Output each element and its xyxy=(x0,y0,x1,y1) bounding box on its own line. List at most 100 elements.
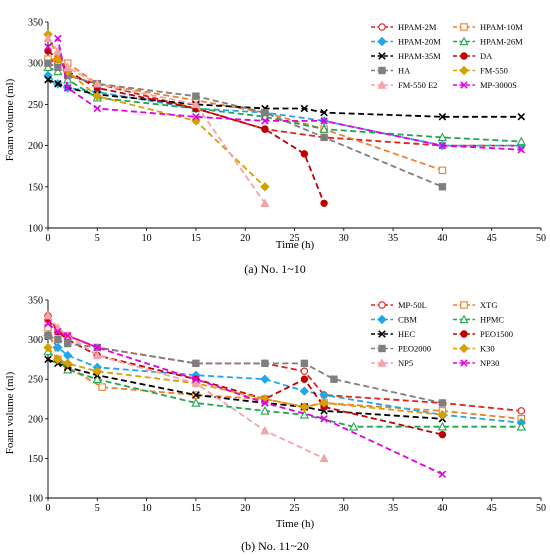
panel-b-point-np30 xyxy=(192,375,200,383)
panel-b-y-tick-label: 300 xyxy=(28,335,43,346)
panel-a-line-hpam-26m xyxy=(47,66,522,143)
panel-a-legend-marker xyxy=(377,80,387,89)
panel-b-legend-marker xyxy=(460,359,468,367)
panel-b-x-tick-label: 40 xyxy=(437,503,447,514)
panel-a-point-ha xyxy=(192,92,200,100)
panel-a-legend-marker xyxy=(459,65,469,76)
panel-b-legend-item-k30: K30 xyxy=(453,344,495,354)
panel-b-legend-marker xyxy=(378,344,386,353)
panel-a-point-hpam-35m xyxy=(300,104,309,113)
panel-a-x-tick-label: 25 xyxy=(290,233,300,244)
panel-b-point-mp-50l xyxy=(517,407,526,415)
panel-b-ylabel: Foam volume (ml) xyxy=(4,371,16,454)
panel-a-point-hpam-35m xyxy=(54,80,62,88)
panel-a-series-hpam-2m xyxy=(44,55,526,150)
panel-a-line-hpam-2m xyxy=(47,58,522,147)
panel-a-point-mp-3000s xyxy=(261,117,269,125)
panel-a-point-hpam-35m xyxy=(438,112,447,121)
panel-a: 0 5 10 15 20 25 30 35 40 45 50 100 150 200 250 300 350 HP… xyxy=(4,18,546,277)
panel-b: 0 5 10 15 20 25 30 35 40 45 50 100 150 200 250 300 350 MP… xyxy=(4,296,546,554)
panel-b-point-np30 xyxy=(44,319,52,328)
panel-a-legend-label: HPAM-2M xyxy=(398,22,437,32)
panel-b-x-tick-label: 30 xyxy=(339,503,349,514)
panel-b-legend-label: HEC xyxy=(398,329,415,339)
panel-b-legend-item-np30: NP30 xyxy=(453,358,499,368)
panel-a-x-tick-label: 0 xyxy=(46,233,51,244)
panel-a-x-tick-label: 45 xyxy=(487,233,497,244)
panel-b-legend-item-mp-50l: MP-50L xyxy=(371,300,427,310)
panel-a-legend-marker xyxy=(459,36,469,46)
panel-a-point-ha xyxy=(44,59,52,67)
panel-b-point-np30 xyxy=(438,470,447,479)
panel-b-point-hpmc xyxy=(260,406,270,415)
panel-a-point-mp-3000s xyxy=(93,104,102,113)
panel-b-point-np5 xyxy=(260,425,270,435)
panel-a-series-hpam-35m xyxy=(44,75,526,121)
panel-b-legend-marker xyxy=(377,358,387,367)
panel-a-legend-label: HPAM-20M xyxy=(398,37,441,47)
panel-b-x-tick-label: 25 xyxy=(290,503,300,514)
panel-a-line-hpam-10m xyxy=(48,58,443,172)
panel-b-point-xtg xyxy=(98,383,106,391)
panel-a-caption: (a) No. 1~10 xyxy=(244,262,305,276)
panel-b-line-cbm xyxy=(47,335,522,424)
panel-a-point-hpam-35m xyxy=(44,75,52,84)
panel-a-plot: 0 5 10 15 20 25 30 35 40 45 50 100 150 200 250 300 350 HP… xyxy=(28,18,546,245)
panel-a-point-hpam-26m xyxy=(63,74,73,84)
panel-a-y-tick-label: 250 xyxy=(28,100,43,111)
panel-b-line-np5 xyxy=(47,315,325,460)
panel-b-point-np30 xyxy=(54,327,62,336)
panel-b-series-peo2000 xyxy=(44,331,447,407)
panel-a-point-fm-550-e2 xyxy=(63,62,73,72)
panel-b-point-peo2000 xyxy=(261,359,269,368)
panel-a-legend-item-hpam-2m: HPAM-2M xyxy=(371,22,437,32)
panel-b-x-tick-label: 20 xyxy=(240,503,250,514)
panel-a-legend-marker xyxy=(378,23,386,31)
panel-a-point-mp-3000s xyxy=(54,34,62,43)
panel-a-series-ha xyxy=(44,59,447,191)
panel-b-series-np30 xyxy=(44,319,447,479)
panel-a-legend-marker xyxy=(377,36,387,47)
panel-b-point-np5 xyxy=(43,311,53,320)
panel-a-x-tick-label: 5 xyxy=(95,233,100,244)
panel-a-point-da xyxy=(300,150,309,158)
panel-a-y-tick-label: 100 xyxy=(28,224,43,235)
panel-b-y-tick-label: 250 xyxy=(28,375,43,386)
panel-b-point-hpmc xyxy=(299,409,309,419)
panel-a-x-tick-label: 50 xyxy=(536,233,546,244)
panel-a-legend-label: MP-3000S xyxy=(480,80,517,90)
panel-b-x-tick-label: 5 xyxy=(95,503,100,514)
panel-a-point-da xyxy=(320,199,328,207)
panel-b-xlabel: Time (h) xyxy=(276,518,315,530)
panel-b-x-tick-label: 0 xyxy=(46,503,51,514)
panel-a-legend-marker xyxy=(378,52,386,60)
panel-a-point-fm-550-e2 xyxy=(191,99,201,109)
panel-a-point-fm-550 xyxy=(260,182,270,192)
panel-b-legend-item-hpmc: HPMC xyxy=(453,315,504,325)
panel-a-ylabel: Foam volume (ml) xyxy=(4,78,16,161)
panel-a-line-mp-3000s xyxy=(47,36,522,151)
panel-a-legend-item-ha: HA xyxy=(371,66,411,76)
panel-b-point-peo2000 xyxy=(64,339,72,348)
panel-a-point-fm-550 xyxy=(92,91,103,101)
panel-a-y-tick-label: 300 xyxy=(28,59,43,70)
panel-b-legend-item-xtg: XTG xyxy=(453,300,497,310)
panel-b-legend: MP-50L XTG CBM HPMC HEC PEO1500 PEO2000 K30 NP5 N… xyxy=(371,300,513,368)
panel-a-legend-item-hpam-26m: HPAM-26M xyxy=(453,37,523,47)
panel-a-y-tick-label: 350 xyxy=(28,18,43,29)
panel-a-x-tick-label: 30 xyxy=(339,233,349,244)
panel-a-series-da xyxy=(44,47,328,207)
panel-a-point-ha xyxy=(438,183,447,191)
panel-a-legend-label: FM-550 E2 xyxy=(398,80,437,90)
panel-a-legend-item-hpam-10m: HPAM-10M xyxy=(453,22,523,32)
panel-b-legend-item-peo1500: PEO1500 xyxy=(453,329,513,339)
panel-a-point-mp-3000s xyxy=(517,145,526,154)
panel-a-point-hpam-35m xyxy=(517,112,526,121)
panel-a-x-tick-label: 20 xyxy=(240,233,250,244)
panel-b-point-k30 xyxy=(319,398,329,408)
panel-a-point-fm-550-e2 xyxy=(43,33,53,43)
panel-b-point-np30 xyxy=(93,343,102,352)
panel-b-legend-marker xyxy=(460,301,468,309)
panel-b-point-hpmc xyxy=(349,421,359,431)
panel-b-point-np5 xyxy=(319,453,329,463)
